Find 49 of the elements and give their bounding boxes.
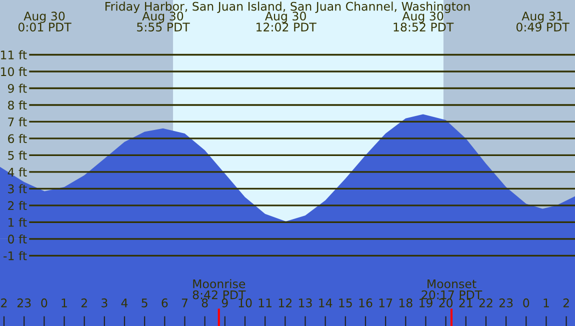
annotation: Aug 30 18:52 PDT xyxy=(394,12,454,32)
x-tick-label: 19 xyxy=(420,298,432,308)
annotation: Aug 31 0:49 PDT xyxy=(516,12,570,32)
x-tick-label: 7 xyxy=(182,298,188,308)
x-tick-label: 23 xyxy=(17,298,31,308)
y-tick-label: 6 ft xyxy=(8,134,27,144)
x-tick-label: 8 xyxy=(202,298,208,308)
annotation: Aug 30 5:55 PDT xyxy=(137,12,190,32)
x-tick-label: 10 xyxy=(238,298,252,308)
ref-line-label: Moonrise 8:42 PDT xyxy=(192,279,246,300)
y-tick-label: 4 ft xyxy=(8,167,27,176)
x-tick-label: 13 xyxy=(299,298,312,308)
x-tick-label: 15 xyxy=(339,298,352,308)
y-tick-label: 10 ft xyxy=(1,67,27,76)
annotation: Aug 30 12:02 PDT xyxy=(256,12,316,32)
y-tick-label: 3 ft xyxy=(8,184,27,194)
y-tick-label: 2 ft xyxy=(8,200,27,210)
x-tick-label: 5 xyxy=(142,298,148,308)
ref-line-label: Moonset 20:17 PDT xyxy=(422,280,482,300)
y-tick-label: -1 ft xyxy=(4,251,27,260)
x-tick-label: 20 xyxy=(439,298,453,308)
x-tick-label: 0 xyxy=(41,298,48,308)
x-tick-label: 2 xyxy=(563,298,569,308)
y-tick-label: 11 ft xyxy=(1,50,27,60)
x-tick-label: 21 xyxy=(459,298,472,308)
annotation: Aug 30 0:01 PDT xyxy=(18,12,72,32)
x-tick-label: 17 xyxy=(379,298,392,308)
y-tick-label: 1 ft xyxy=(8,218,27,227)
x-tick-label: 2 xyxy=(81,298,87,308)
y-tick-label: 7 ft xyxy=(8,117,27,126)
x-tick-label: 4 xyxy=(121,298,128,308)
x-tick-label: 3 xyxy=(102,298,108,308)
x-tick-label: 18 xyxy=(399,298,412,308)
x-tick-label: 2 xyxy=(1,298,7,308)
x-tick-label: 1 xyxy=(544,298,549,308)
x-tick-label: 12 xyxy=(278,298,292,308)
x-tick-label: 0 xyxy=(523,298,530,308)
y-tick-label: 5 ft xyxy=(8,150,27,160)
x-tick-label: 11 xyxy=(258,298,272,308)
x-tick-label: 14 xyxy=(319,298,332,308)
y-tick-label: 0 ft xyxy=(8,234,27,244)
x-tick-label: 1 xyxy=(62,298,67,308)
x-tick-label: 22 xyxy=(479,298,492,308)
x-tick-label: 6 xyxy=(162,298,168,308)
y-tick-label: 8 ft xyxy=(8,100,27,110)
x-tick-label: 16 xyxy=(359,298,372,308)
x-tick-label: 9 xyxy=(222,298,228,308)
x-tick-label: 23 xyxy=(499,298,513,308)
y-tick-label: 9 ft xyxy=(8,84,27,93)
